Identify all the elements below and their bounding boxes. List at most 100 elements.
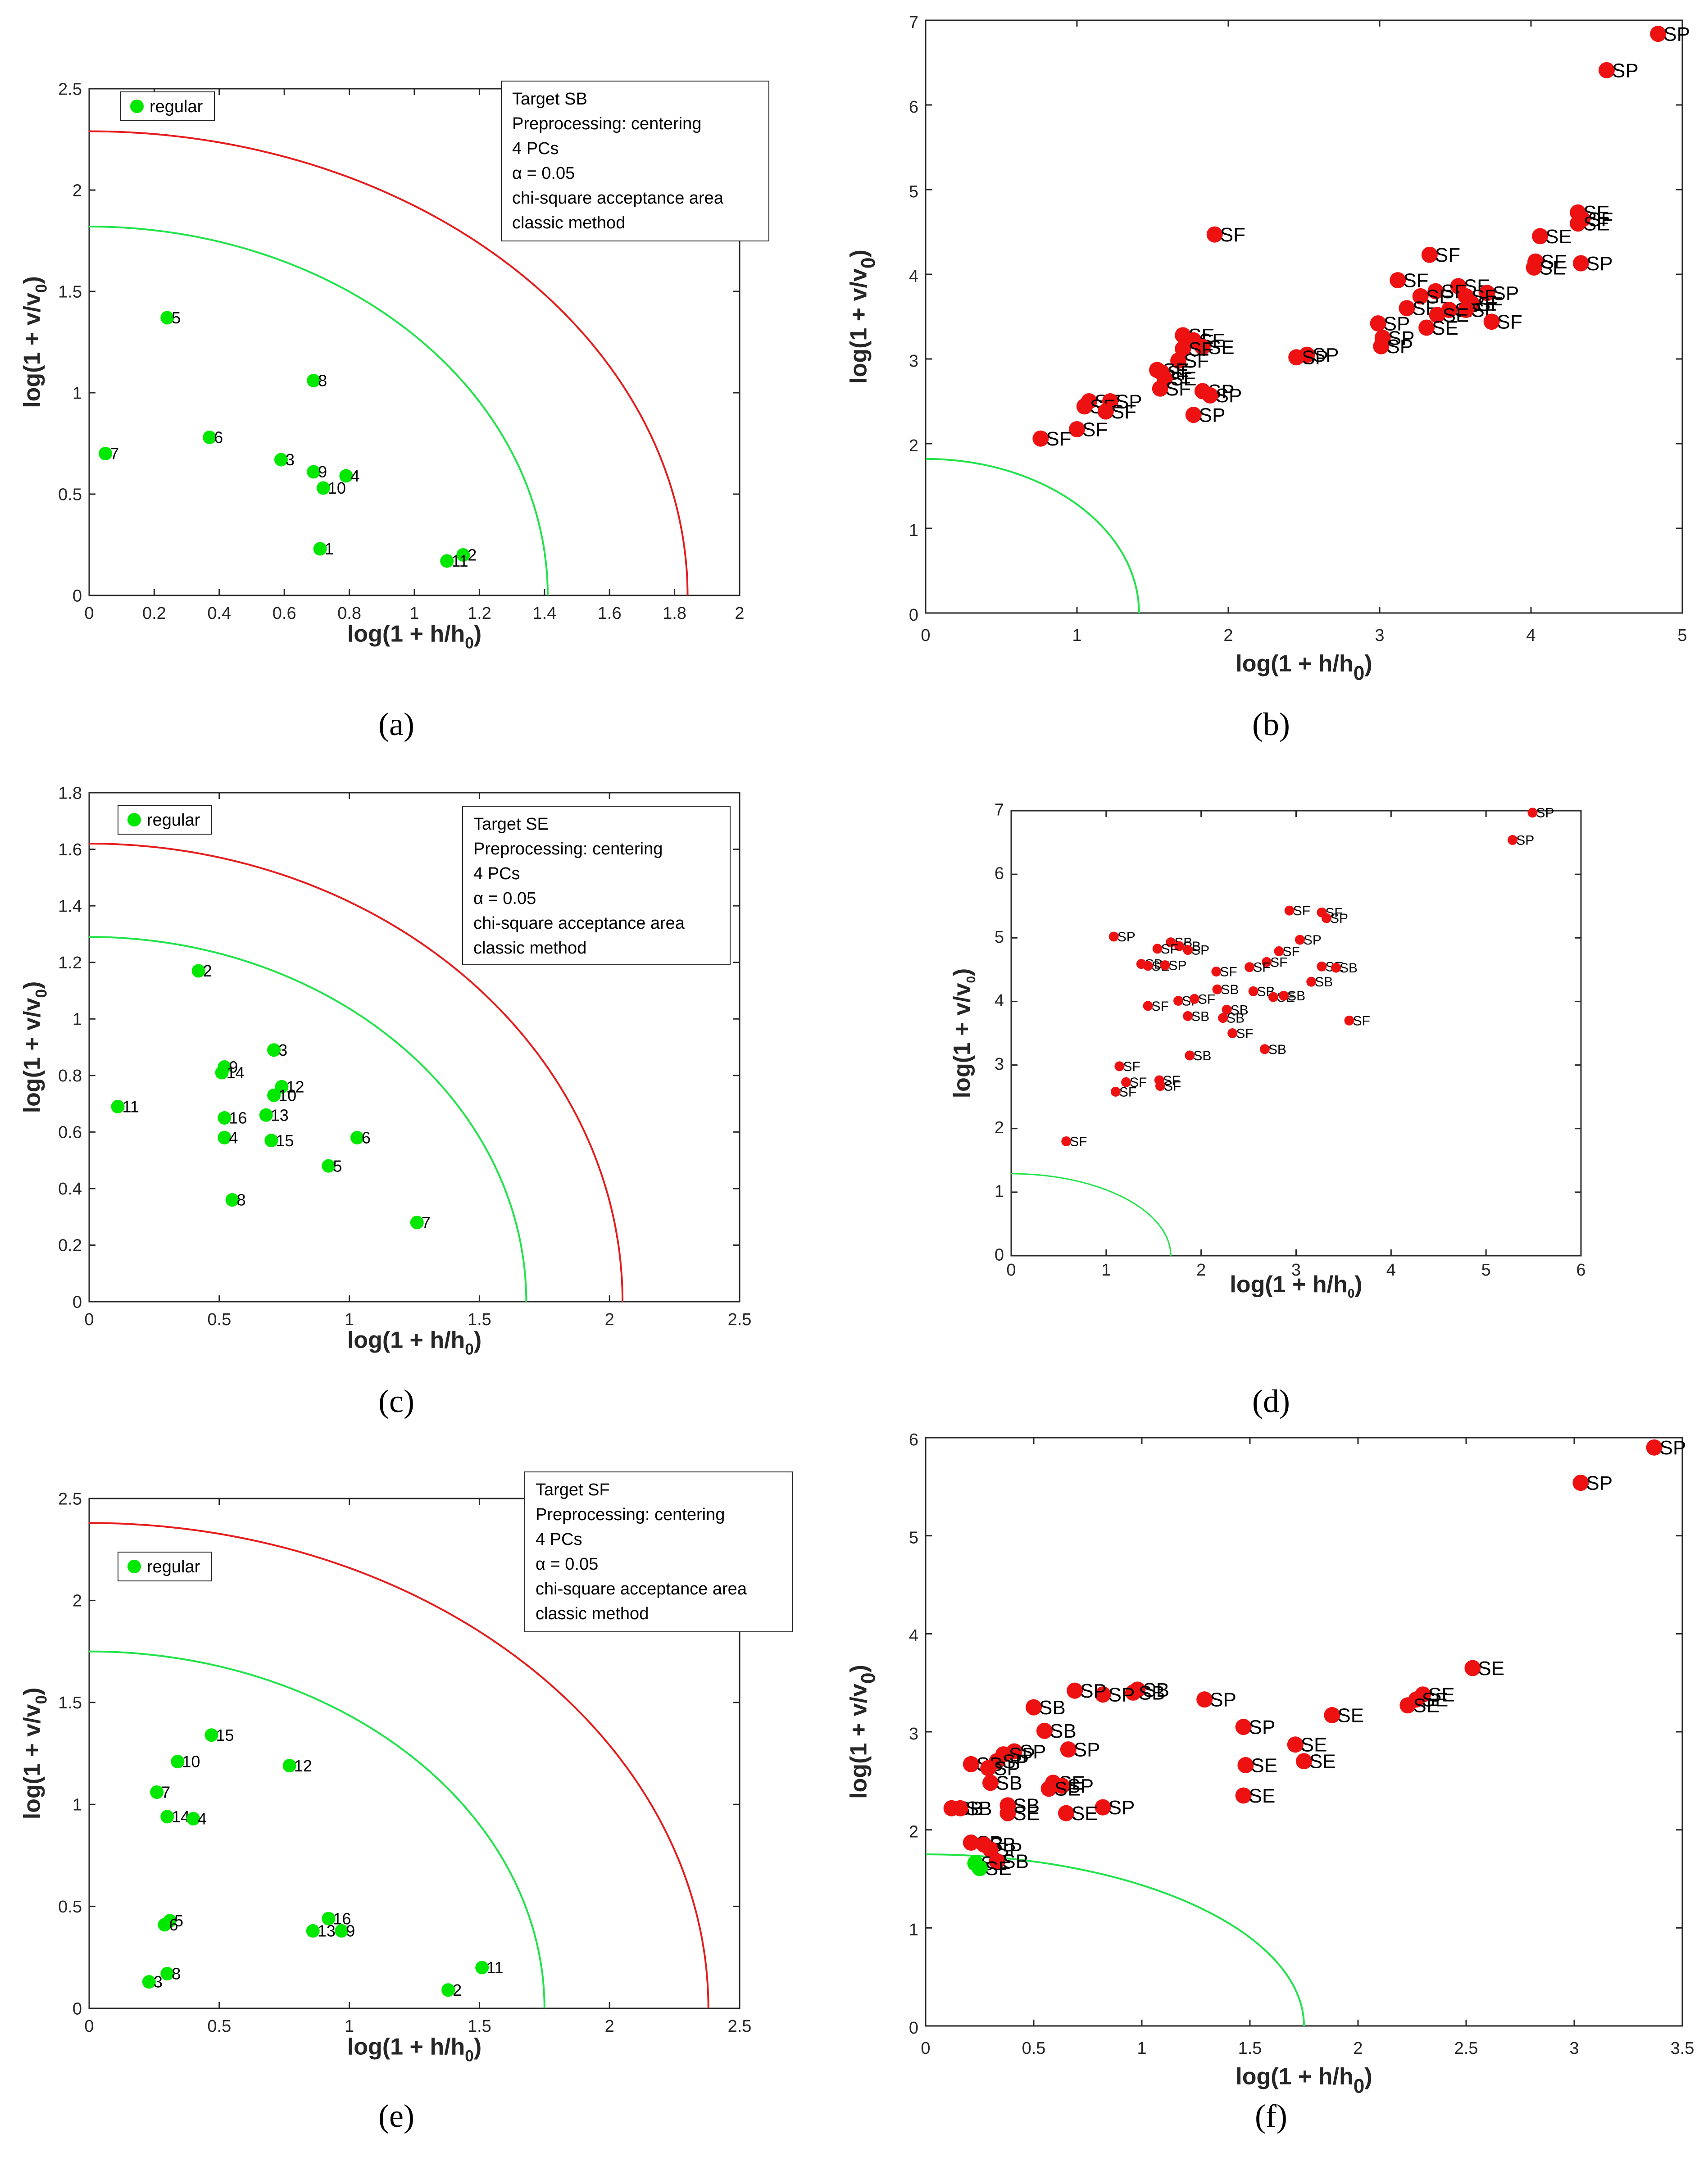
legend-label: regular xyxy=(147,1558,200,1576)
point-label: 11 xyxy=(451,552,468,570)
outlier-point xyxy=(1421,246,1438,263)
point-label: SF xyxy=(1164,1079,1181,1094)
point-label: SF xyxy=(1220,224,1245,246)
x-axis-label-subscript: 0 xyxy=(1348,1286,1354,1300)
y-tick-label: 7 xyxy=(909,13,918,32)
x-tick-label: 1 xyxy=(1101,1261,1111,1280)
x-tick-label: 0.2 xyxy=(142,604,166,623)
outlier-point xyxy=(1344,1015,1354,1026)
outlier-point xyxy=(1262,957,1272,967)
outlier-point xyxy=(1441,301,1458,318)
point-label: 12 xyxy=(294,1757,312,1775)
point-label: 10 xyxy=(278,1086,296,1104)
point-label: SP xyxy=(1191,943,1209,958)
point-label: SE xyxy=(1443,304,1469,327)
point-label: SF xyxy=(1403,270,1428,292)
point-label: SP xyxy=(1493,282,1519,304)
point-label: 11 xyxy=(123,1097,139,1116)
outlier-point xyxy=(1095,1686,1111,1703)
regular-point xyxy=(339,469,353,483)
point-label: SP xyxy=(1216,385,1242,407)
legend-label: regular xyxy=(147,811,200,830)
outlier-point xyxy=(1110,1086,1121,1097)
regular-point xyxy=(171,1755,185,1769)
outlier-point xyxy=(1279,990,1289,1001)
point-label: 9 xyxy=(318,463,327,481)
point-label: SP xyxy=(1020,1741,1046,1763)
outlier-point xyxy=(1317,961,1327,972)
outlier-point xyxy=(1185,407,1202,423)
point-label: 10 xyxy=(182,1753,200,1771)
regular-point xyxy=(150,1785,164,1799)
outlier-point xyxy=(1237,1757,1254,1774)
point-label: SP xyxy=(1108,1684,1135,1706)
y-tick-label: 0.5 xyxy=(58,1898,82,1916)
x-tick-label: 0 xyxy=(921,626,930,645)
point-label: SP xyxy=(1388,327,1415,349)
x-axis-label-close: ) xyxy=(474,2034,482,2060)
info-line: chi-square acceptance area xyxy=(473,914,685,933)
point-label: 13 xyxy=(271,1106,289,1124)
y-tick-label: 2 xyxy=(73,181,82,200)
point-label: SF xyxy=(1188,338,1213,360)
x-axis-label-main: log(1 + h/h xyxy=(1230,1271,1347,1298)
regular-point xyxy=(225,1193,239,1207)
point-label: 10 xyxy=(328,479,346,497)
point-label: 6 xyxy=(169,1916,178,1934)
info-line: α = 0.05 xyxy=(536,1555,598,1574)
point-label: 9 xyxy=(346,1922,355,1940)
outlier-point xyxy=(1097,403,1114,420)
x-tick-label: 1.5 xyxy=(468,2017,491,2036)
outlier-point xyxy=(1527,808,1538,818)
outlier-point xyxy=(963,1756,979,1772)
regular-point xyxy=(335,1924,349,1938)
point-label: SF xyxy=(1497,311,1522,333)
point-label: 7 xyxy=(422,1213,431,1232)
outlier-point xyxy=(1370,315,1386,332)
regular-point xyxy=(259,1108,273,1122)
y-tick-label: 3 xyxy=(909,1725,918,1744)
point-label: SF xyxy=(1220,965,1237,980)
red-acceptance-curve xyxy=(89,1522,709,2008)
regular-point xyxy=(186,1812,200,1825)
y-tick-label: 0.4 xyxy=(58,1180,82,1199)
info-line: 4 PCs xyxy=(536,1530,582,1549)
outlier-point xyxy=(1306,976,1317,987)
point-label: SE xyxy=(1072,1803,1098,1825)
regular-point xyxy=(306,1924,320,1938)
outlier-point xyxy=(1646,1439,1663,1456)
y-tick-label: 0 xyxy=(909,2019,918,2038)
outlier-point xyxy=(1399,300,1415,317)
point-label: 5 xyxy=(172,309,181,327)
y-axis-label-subscript: 0 xyxy=(32,1695,50,1704)
y-tick-label: 2 xyxy=(73,1592,82,1611)
green-acceptance-curve xyxy=(89,1650,545,2008)
regular-point xyxy=(410,1216,424,1230)
point-label: SB xyxy=(1013,1795,1040,1817)
outlier-point xyxy=(1483,313,1500,330)
x-tick-label: 1.4 xyxy=(532,604,556,623)
x-axis-label-main: log(1 + h/h xyxy=(1236,2064,1353,2090)
point-label: SF xyxy=(1130,1075,1147,1090)
regular-point xyxy=(203,431,217,444)
point-label: SP xyxy=(1199,404,1226,426)
regular-point xyxy=(142,1975,156,1989)
regular-point xyxy=(274,453,288,467)
outlier-point xyxy=(1108,931,1119,942)
point-label: SP xyxy=(1586,253,1613,275)
y-axis-label-subscript: 0 xyxy=(32,284,50,293)
x-tick-label: 1.5 xyxy=(468,1310,491,1329)
info-line: Preprocessing: centering xyxy=(512,114,701,133)
y-axis-label-subscript: 0 xyxy=(32,989,50,998)
point-label: 1 xyxy=(325,540,334,558)
x-tick-label: 0.4 xyxy=(207,604,231,623)
outlier-point xyxy=(1321,913,1331,923)
y-axis-label-close: ) xyxy=(19,1688,45,1695)
y-tick-label: 0 xyxy=(909,606,918,625)
point-label: SP xyxy=(1067,1775,1094,1797)
regular-point xyxy=(275,1080,289,1094)
point-label: SB xyxy=(1039,1697,1066,1719)
green-acceptance-curve xyxy=(89,936,527,1302)
outlier-point xyxy=(1287,1736,1304,1753)
